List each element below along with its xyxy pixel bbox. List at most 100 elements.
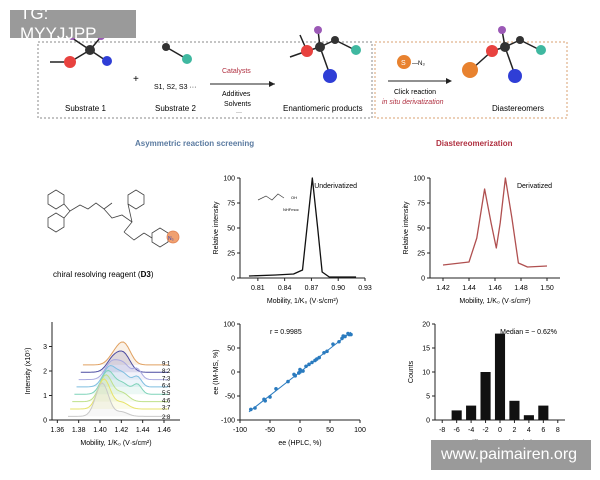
x-tick-label: 100 <box>354 427 366 434</box>
x-tick-label: 0 <box>498 427 502 434</box>
series-line <box>80 350 169 373</box>
y-tick-label: -100 <box>221 418 235 425</box>
annotation: r = 0.9985 <box>270 329 302 336</box>
x-tick-label: 6 <box>541 427 545 434</box>
section-left-title: Asymmetric reaction screening <box>135 139 254 148</box>
atom-icon <box>315 42 325 52</box>
x-tick-label: -6 <box>454 427 460 434</box>
y-tick-label: 20 <box>422 322 430 329</box>
bar <box>494 333 506 420</box>
series-line <box>442 177 548 268</box>
x-tick-label: 1.36 <box>51 427 65 434</box>
atom-icon <box>182 54 192 64</box>
x-tick-label: 1.46 <box>488 285 502 292</box>
x-axis-label: ee (HPLC, %) <box>278 440 321 447</box>
x-tick-label: 1.48 <box>514 285 528 292</box>
x-tick-label: 50 <box>326 427 334 434</box>
y-tick-label: 10 <box>422 370 430 377</box>
annotation: Underivatized <box>314 183 357 190</box>
y-tick-label: -50 <box>225 394 235 401</box>
arrow-head <box>446 78 452 84</box>
x-axis-label: Mobility, 1/K₀ (V·s/cm²) <box>267 298 338 305</box>
arrow-head <box>269 81 275 87</box>
substrate1-label: Substrate 1 <box>65 104 106 113</box>
azide-label: —N₃ <box>412 61 425 67</box>
chart-1: 1.42 1.44 1.46 1.48 1.50 0 25 50 75 100 Mobility, … <box>403 176 560 305</box>
products-label: Enantiomeric products <box>283 104 363 113</box>
y-tick-label: 3 <box>43 344 47 351</box>
watermark-top: TG: MYYJJPP <box>10 4 136 43</box>
atom-icon <box>102 56 112 66</box>
substrate-list: S1, S2, S3 ··· <box>154 84 196 91</box>
diastereomerization-box <box>374 41 568 119</box>
data-point <box>322 351 326 355</box>
solvents-label: Solvents <box>224 101 251 108</box>
x-tick-label: 1.46 <box>157 427 171 434</box>
atom-icon <box>498 26 506 34</box>
data-point <box>274 387 278 391</box>
catalysts-label: Catalysts <box>222 68 251 75</box>
y-axis-label: Counts <box>408 360 415 383</box>
data-point <box>343 334 347 339</box>
series-line <box>67 382 169 417</box>
watermark-bottom: www.paimairen.org <box>431 440 591 470</box>
x-axis-label: Mobility, 1/K₀ (V·s/cm²) <box>80 440 151 447</box>
bar <box>451 410 462 420</box>
y-tick-label: 50 <box>417 226 425 233</box>
reagent-structure <box>47 189 180 248</box>
series-line <box>78 359 169 381</box>
x-tick-label: 0.93 <box>358 285 372 292</box>
annotation: Median = − 0.62% <box>500 329 557 336</box>
x-tick-label: 0.87 <box>305 285 319 292</box>
inset-structure <box>257 193 285 201</box>
y-tick-label: 100 <box>413 176 425 183</box>
y-tick-label: 100 <box>223 322 235 329</box>
data-point <box>325 349 329 354</box>
diastereomers-label: Diastereomers <box>492 104 544 113</box>
y-tick-label: 0 <box>231 370 235 377</box>
x-tick-label: -100 <box>233 427 247 434</box>
x-tick-label: 0.84 <box>278 285 292 292</box>
s-reagent-icon <box>397 55 411 69</box>
x-tick-label: 1.40 <box>93 427 107 434</box>
y-tick-label: 15 <box>422 346 430 353</box>
series-label: 5:5 <box>162 391 171 397</box>
y-tick-label: 5 <box>426 394 430 401</box>
atom-icon <box>508 69 522 83</box>
y-tick-label: 100 <box>223 176 235 183</box>
x-tick-label: -4 <box>468 427 474 434</box>
y-tick-label: 50 <box>227 226 235 233</box>
bar <box>509 400 520 420</box>
atom-icon <box>500 42 510 52</box>
atom-icon <box>516 36 524 44</box>
series-line <box>248 177 357 278</box>
y-tick-label: 0 <box>231 276 235 283</box>
x-tick-label: 1.44 <box>462 285 476 292</box>
y-tick-label: 75 <box>227 201 235 208</box>
y-tick-label: 0 <box>43 418 47 425</box>
x-tick-label: 1.42 <box>115 427 129 434</box>
y-tick-label: 2 <box>43 369 47 376</box>
ellipsis: ··· <box>236 110 242 116</box>
plus-sign: + <box>133 74 139 85</box>
series-line <box>76 364 169 388</box>
series-line <box>70 378 169 410</box>
series-label: 8:2 <box>162 369 171 375</box>
oh-label: OH <box>291 195 297 200</box>
data-point <box>331 342 335 346</box>
n3-label: N₃ <box>168 236 174 242</box>
y-axis-label: Intensity (x10⁵) <box>25 348 32 395</box>
x-tick-label: 2 <box>512 427 516 434</box>
x-tick-label: 1.42 <box>436 285 450 292</box>
chart-4: -8-6-4-20246805101520Differences of ee (… <box>408 322 565 447</box>
x-tick-label: 0 <box>298 427 302 434</box>
atom-icon <box>331 36 339 44</box>
data-point <box>293 374 298 378</box>
bar <box>538 405 549 420</box>
data-point <box>310 360 314 365</box>
inset-label: NHFmoc <box>283 207 299 212</box>
atom-icon <box>536 45 546 55</box>
x-tick-label: 1.50 <box>540 285 554 292</box>
annotation: Derivatized <box>517 183 552 190</box>
